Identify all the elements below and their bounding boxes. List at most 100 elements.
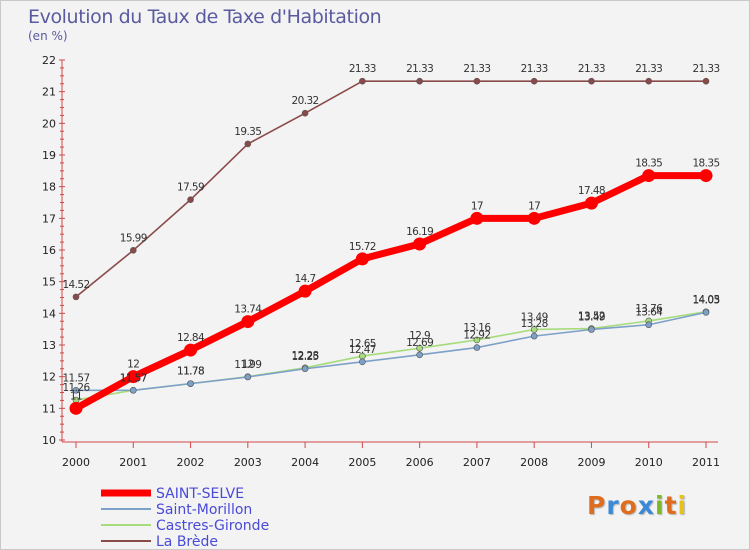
data-label: 11.57 (120, 372, 147, 384)
data-label: 13.49 (521, 311, 548, 323)
data-label: 15.72 (349, 241, 376, 253)
data-point (645, 321, 653, 329)
x-tick-label: 2002 (177, 456, 205, 469)
legend-item: Saint-Morillon (101, 502, 252, 518)
data-label: 13.16 (463, 322, 491, 334)
series-line (75, 311, 707, 392)
data-label: 14.7 (295, 273, 316, 285)
y-tick-label: 10 (42, 434, 56, 447)
x-tick-label: 2006 (406, 456, 434, 469)
x-tick-label: 2004 (291, 456, 319, 469)
data-point (301, 109, 309, 117)
data-point (642, 169, 656, 183)
data-label: 18.35 (635, 158, 662, 170)
legend-item: Castres-Gironde (101, 518, 269, 534)
legend-label: SAINT-SELVE (156, 486, 244, 502)
data-label: 13.28 (521, 318, 548, 330)
data-label: 13.76 (635, 303, 663, 315)
data-label: 21.33 (521, 63, 548, 75)
logo-letter: x (637, 491, 655, 520)
data-label: 11.26 (62, 382, 90, 394)
series-line (72, 172, 710, 412)
data-label: 11.99 (234, 359, 261, 371)
data-point (530, 332, 538, 340)
legend-label: La Brède (156, 534, 218, 549)
data-label: 12.47 (349, 344, 376, 356)
data-label: 17 (528, 200, 540, 212)
data-point (473, 344, 481, 351)
logo-letter: i (655, 491, 665, 520)
data-point (588, 326, 595, 333)
data-point (645, 77, 653, 85)
y-tick-label: 18 (42, 181, 56, 194)
series-la-br-de (72, 77, 710, 301)
data-label: 14.03 (692, 294, 719, 306)
legend-item: La Brède (101, 534, 218, 549)
data-point (470, 211, 484, 225)
data-point (187, 196, 194, 203)
data-label: 13.49 (578, 311, 605, 323)
chart-subtitle: (en %) (28, 29, 68, 43)
data-point (298, 284, 312, 298)
data-label: 12.25 (292, 351, 319, 363)
data-point (187, 380, 194, 387)
data-label: 12.28 (292, 350, 319, 362)
legend-item: SAINT-SELVE (101, 486, 244, 502)
x-tick-label: 2009 (577, 456, 605, 469)
proxiti-logo: Proxiti (587, 491, 687, 520)
data-point (359, 358, 366, 366)
data-label: 12 (127, 359, 139, 371)
data-point (355, 252, 369, 266)
data-point (72, 293, 80, 301)
data-label: 17.48 (578, 185, 605, 197)
data-label: 19.35 (234, 126, 261, 138)
y-tick-label: 11 (42, 402, 56, 415)
data-point (413, 237, 427, 251)
data-point (702, 77, 710, 85)
data-label: 12.9 (409, 330, 430, 342)
y-tick-label: 19 (42, 149, 56, 162)
data-point (702, 309, 710, 316)
logo-letter: P (587, 491, 607, 520)
legend-label: Saint-Morillon (156, 502, 252, 518)
y-tick-label: 13 (42, 339, 56, 352)
x-tick-label: 2008 (520, 456, 548, 469)
data-point (588, 77, 595, 85)
data-label: 12 (242, 359, 254, 371)
data-point (129, 247, 137, 254)
legend-label: Castres-Gironde (156, 518, 269, 534)
data-label: 17 (471, 200, 483, 212)
x-tick-label: 2011 (692, 456, 720, 469)
logo-letter: r (606, 491, 620, 520)
y-tick-label: 15 (42, 276, 56, 289)
series-saint-selve (69, 169, 713, 415)
data-point (473, 77, 481, 85)
data-point (530, 326, 538, 333)
x-tick-label: 2007 (463, 456, 491, 469)
x-tick-label: 2001 (119, 456, 147, 469)
data-point (129, 386, 137, 394)
data-label: 14.52 (62, 279, 89, 291)
data-label: 15.99 (120, 232, 147, 244)
data-label: 14.05 (692, 294, 719, 306)
data-label: 11 (70, 390, 82, 402)
series-castres-gironde (72, 308, 710, 404)
x-tick-label: 2003 (234, 456, 262, 469)
chart-title: Evolution du Taux de Taxe d'Habitation (28, 6, 382, 28)
data-label: 16.19 (406, 226, 433, 238)
data-label: 11.57 (62, 372, 89, 384)
y-tick-label: 20 (42, 117, 56, 130)
data-point (184, 343, 198, 357)
data-point (584, 196, 598, 210)
x-tick-label: 2000 (62, 456, 90, 469)
data-point (69, 401, 83, 415)
data-label: 11.57 (120, 372, 147, 384)
data-point (473, 336, 481, 344)
y-tick-label: 14 (42, 307, 56, 320)
data-label: 21.33 (349, 63, 376, 75)
data-label: 21.33 (406, 63, 433, 75)
data-label: 18.35 (692, 158, 719, 170)
data-label: 13.52 (578, 311, 605, 323)
data-label: 12.92 (463, 330, 490, 342)
logo-letter: t (664, 491, 678, 520)
